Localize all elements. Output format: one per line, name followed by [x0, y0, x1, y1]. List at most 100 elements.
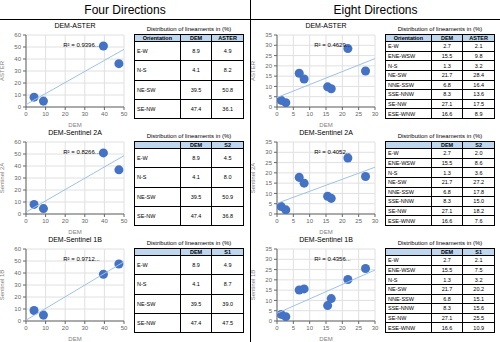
svg-text:0: 0 [24, 325, 28, 331]
svg-text:DEM: DEM [319, 336, 332, 341]
svg-text:50: 50 [121, 325, 128, 331]
html-text:Four Directions: Four Directions [84, 3, 166, 17]
svg-text:ASTER: ASTER [251, 60, 256, 81]
svg-text:0: 0 [275, 111, 279, 117]
svg-text:0: 0 [275, 218, 279, 224]
svg-text:0: 0 [18, 104, 22, 110]
svg-text:DEM: DEM [68, 229, 81, 234]
svg-text:40: 40 [14, 56, 21, 62]
svg-text:30: 30 [81, 111, 88, 117]
svg-text:15: 15 [323, 325, 330, 331]
svg-text:10: 10 [265, 84, 272, 90]
svg-text:30: 30 [14, 175, 21, 181]
svg-text:DEM: DEM [68, 336, 81, 341]
svg-text:30: 30 [265, 256, 272, 262]
svg-text:15: 15 [265, 73, 272, 79]
svg-text:0: 0 [275, 325, 279, 331]
svg-text:20: 20 [14, 294, 21, 300]
svg-text:10: 10 [306, 325, 313, 331]
svg-text:25: 25 [265, 160, 272, 166]
svg-text:30: 30 [14, 68, 21, 74]
svg-text:10: 10 [306, 111, 313, 117]
svg-text:25: 25 [355, 325, 362, 331]
svg-text:25: 25 [355, 111, 362, 117]
svg-text:Sentinel 1B: Sentinel 1B [0, 270, 5, 301]
svg-text:20: 20 [265, 277, 272, 283]
svg-text:30: 30 [372, 218, 379, 224]
svg-text:35: 35 [265, 246, 272, 252]
svg-text:15: 15 [265, 180, 272, 186]
svg-text:0: 0 [18, 318, 22, 324]
svg-text:20: 20 [62, 325, 69, 331]
svg-text:ASTER: ASTER [0, 60, 5, 81]
svg-text:50: 50 [14, 44, 21, 50]
html-text:Eight Directions: Eight Directions [333, 3, 418, 17]
svg-text:20: 20 [62, 111, 69, 117]
svg-text:5: 5 [292, 325, 296, 331]
svg-text:20: 20 [339, 325, 346, 331]
svg-text:5: 5 [292, 218, 296, 224]
svg-text:5: 5 [269, 308, 273, 314]
svg-text:15: 15 [265, 287, 272, 293]
svg-text:40: 40 [101, 325, 108, 331]
html-text:R² = 0.9396...: R² = 0.9396... [63, 42, 100, 49]
svg-text:50: 50 [121, 111, 128, 117]
svg-text:15: 15 [323, 111, 330, 117]
svg-text:35: 35 [265, 139, 272, 145]
svg-text:0: 0 [24, 111, 28, 117]
svg-text:30: 30 [265, 42, 272, 48]
svg-text:0: 0 [269, 211, 273, 217]
svg-text:50: 50 [14, 258, 21, 264]
svg-text:10: 10 [14, 199, 21, 205]
svg-text:Sentinel 2A: Sentinel 2A [251, 163, 256, 194]
svg-text:0: 0 [269, 104, 273, 110]
svg-text:25: 25 [355, 218, 362, 224]
svg-text:10: 10 [42, 325, 49, 331]
svg-text:DEM: DEM [68, 122, 81, 127]
svg-text:10: 10 [306, 218, 313, 224]
svg-text:0: 0 [24, 218, 28, 224]
svg-text:60: 60 [14, 139, 21, 145]
svg-text:40: 40 [101, 111, 108, 117]
svg-text:10: 10 [42, 111, 49, 117]
svg-text:50: 50 [14, 151, 21, 157]
svg-text:20: 20 [265, 63, 272, 69]
svg-text:Sentinel 1B: Sentinel 1B [251, 270, 256, 301]
svg-text:Sentinel 2A: Sentinel 2A [0, 163, 5, 194]
svg-text:5: 5 [269, 201, 273, 207]
svg-text:5: 5 [292, 111, 296, 117]
svg-text:40: 40 [14, 270, 21, 276]
svg-text:20: 20 [339, 218, 346, 224]
svg-text:DEM: DEM [319, 229, 332, 234]
svg-text:DEM: DEM [319, 122, 332, 127]
svg-text:30: 30 [81, 218, 88, 224]
svg-text:30: 30 [81, 325, 88, 331]
svg-text:0: 0 [18, 211, 22, 217]
svg-text:30: 30 [372, 325, 379, 331]
svg-text:50: 50 [121, 218, 128, 224]
svg-text:60: 60 [14, 32, 21, 38]
svg-text:10: 10 [265, 298, 272, 304]
svg-text:60: 60 [14, 246, 21, 252]
svg-text:10: 10 [14, 92, 21, 98]
svg-text:0: 0 [269, 318, 273, 324]
svg-text:40: 40 [14, 163, 21, 169]
svg-text:25: 25 [265, 267, 272, 273]
svg-text:20: 20 [265, 170, 272, 176]
html-text:DEM-ASTER: DEM-ASTER [54, 22, 96, 29]
svg-text:20: 20 [62, 218, 69, 224]
svg-text:10: 10 [265, 191, 272, 197]
svg-text:40: 40 [101, 218, 108, 224]
svg-text:10: 10 [14, 306, 21, 312]
svg-text:25: 25 [265, 53, 272, 59]
svg-text:20: 20 [14, 80, 21, 86]
svg-text:30: 30 [265, 149, 272, 155]
svg-text:10: 10 [42, 218, 49, 224]
svg-text:35: 35 [265, 32, 272, 38]
svg-text:20: 20 [14, 187, 21, 193]
svg-text:15: 15 [323, 218, 330, 224]
svg-text:20: 20 [339, 111, 346, 117]
svg-text:5: 5 [269, 94, 273, 100]
svg-text:30: 30 [372, 111, 379, 117]
svg-text:30: 30 [14, 282, 21, 288]
